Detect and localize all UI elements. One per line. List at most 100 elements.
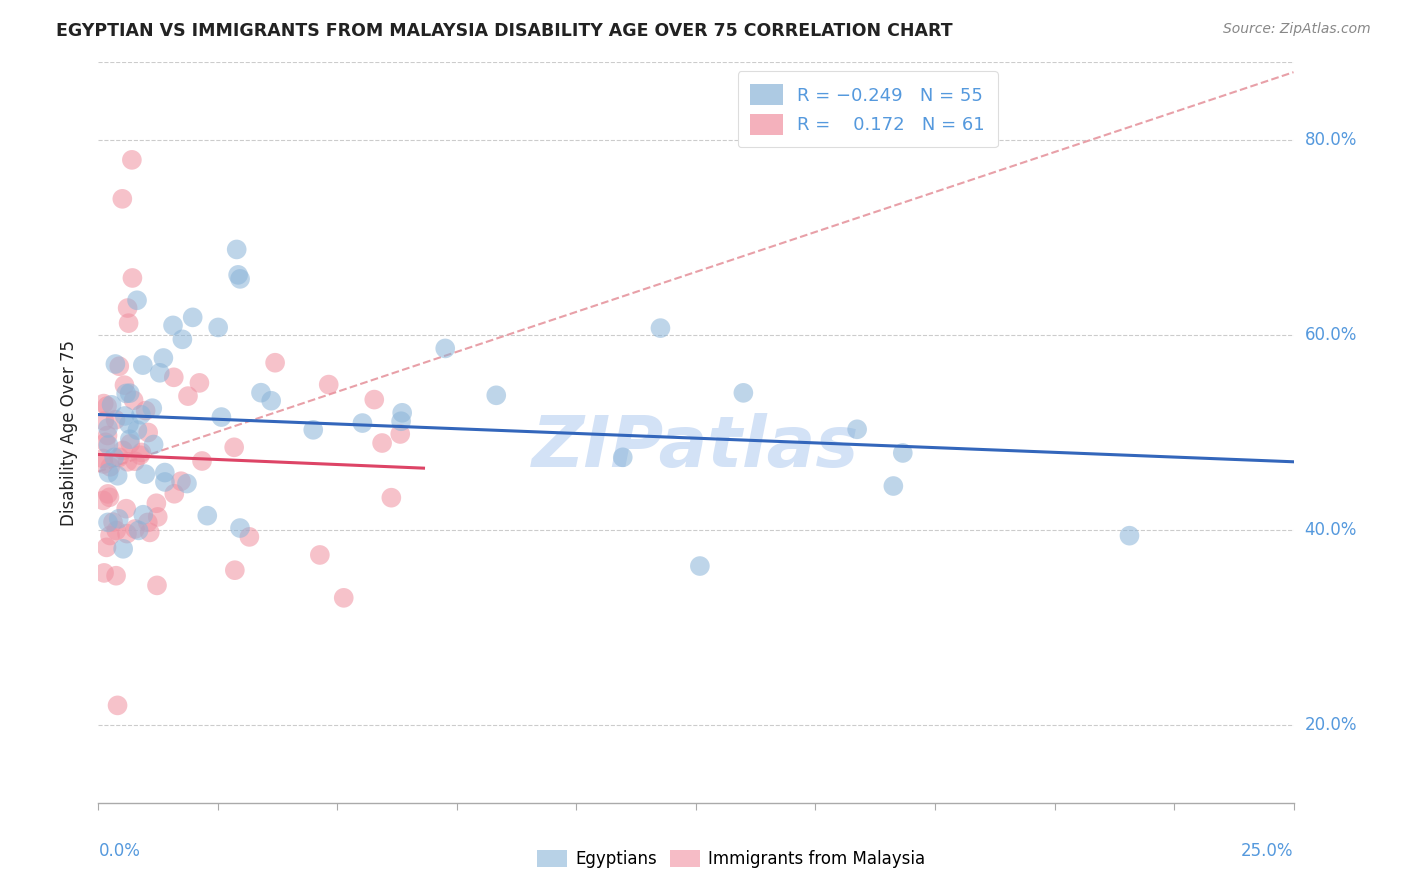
Point xyxy=(98,491,121,505)
Point xyxy=(117,301,139,315)
Point xyxy=(115,501,138,516)
Point xyxy=(153,475,176,489)
Point xyxy=(332,591,354,605)
Point xyxy=(127,423,149,437)
Point xyxy=(118,432,141,446)
Point xyxy=(146,509,169,524)
Point xyxy=(122,393,145,408)
Text: Source: ZipAtlas.com: Source: ZipAtlas.com xyxy=(1223,22,1371,37)
Point xyxy=(112,541,135,556)
Point xyxy=(114,378,136,392)
Point xyxy=(177,389,200,403)
Point xyxy=(112,443,135,458)
Point xyxy=(132,508,155,522)
Point xyxy=(612,450,634,465)
Legend: Egyptians, Immigrants from Malaysia: Egyptians, Immigrants from Malaysia xyxy=(530,843,932,875)
Point xyxy=(352,416,374,430)
Point xyxy=(121,153,143,167)
Point xyxy=(152,351,174,365)
Point xyxy=(97,466,120,480)
Point xyxy=(191,454,214,468)
Point xyxy=(733,385,755,400)
Point xyxy=(117,455,139,469)
Point xyxy=(103,450,125,465)
Point xyxy=(485,388,508,402)
Point xyxy=(94,435,117,450)
Point xyxy=(136,516,159,530)
Point xyxy=(149,366,172,380)
Point xyxy=(111,192,134,206)
Legend: R = −0.249   N = 55, R =    0.172   N = 61: R = −0.249 N = 55, R = 0.172 N = 61 xyxy=(738,71,998,147)
Point xyxy=(104,357,127,371)
Point xyxy=(97,516,120,530)
Point xyxy=(107,468,129,483)
Text: 25.0%: 25.0% xyxy=(1241,842,1294,860)
Point xyxy=(139,525,162,540)
Point xyxy=(846,422,869,436)
Point xyxy=(389,414,412,428)
Point xyxy=(104,413,127,427)
Point xyxy=(108,450,131,465)
Point xyxy=(129,408,152,422)
Point xyxy=(229,521,252,535)
Point xyxy=(91,493,114,508)
Point xyxy=(224,563,246,577)
Point xyxy=(135,403,157,417)
Point xyxy=(97,438,120,452)
Text: ZIPatlas: ZIPatlas xyxy=(533,413,859,482)
Point xyxy=(124,522,146,536)
Point xyxy=(105,568,128,582)
Point xyxy=(93,414,115,428)
Point xyxy=(195,508,218,523)
Point xyxy=(96,541,118,555)
Point xyxy=(163,370,186,384)
Point xyxy=(145,496,167,510)
Point xyxy=(226,268,249,282)
Point xyxy=(225,243,247,257)
Point xyxy=(308,548,330,562)
Y-axis label: Disability Age Over 75: Disability Age Over 75 xyxy=(59,340,77,525)
Point xyxy=(207,320,229,334)
Point xyxy=(121,271,143,285)
Point xyxy=(650,321,672,335)
Point xyxy=(153,466,176,480)
Point xyxy=(124,454,146,468)
Point xyxy=(115,386,138,401)
Point xyxy=(891,446,914,460)
Point xyxy=(229,272,252,286)
Point xyxy=(97,421,120,435)
Point xyxy=(141,401,163,416)
Point xyxy=(107,698,129,713)
Point xyxy=(98,528,121,542)
Point xyxy=(1118,529,1140,543)
Point xyxy=(170,474,193,488)
Text: 0.0%: 0.0% xyxy=(98,842,141,860)
Point xyxy=(142,437,165,451)
Point xyxy=(389,427,412,442)
Point xyxy=(689,559,711,574)
Point xyxy=(107,512,129,526)
Point xyxy=(118,386,141,401)
Point xyxy=(101,515,124,529)
Point xyxy=(318,377,340,392)
Point xyxy=(120,436,142,450)
Point xyxy=(363,392,385,407)
Point xyxy=(91,451,114,466)
Point xyxy=(434,342,457,356)
Point xyxy=(118,417,141,431)
Point xyxy=(93,566,115,580)
Point xyxy=(264,356,287,370)
Point xyxy=(260,393,283,408)
Point xyxy=(371,436,394,450)
Point xyxy=(162,318,184,333)
Text: EGYPTIAN VS IMMIGRANTS FROM MALAYSIA DISABILITY AGE OVER 75 CORRELATION CHART: EGYPTIAN VS IMMIGRANTS FROM MALAYSIA DIS… xyxy=(56,22,953,40)
Point xyxy=(132,358,155,372)
Text: 80.0%: 80.0% xyxy=(1305,131,1357,149)
Point xyxy=(98,459,121,474)
Point xyxy=(163,487,186,501)
Point xyxy=(105,524,128,538)
Point xyxy=(188,376,211,390)
Text: 40.0%: 40.0% xyxy=(1305,521,1357,539)
Point xyxy=(176,476,198,491)
Point xyxy=(115,526,138,541)
